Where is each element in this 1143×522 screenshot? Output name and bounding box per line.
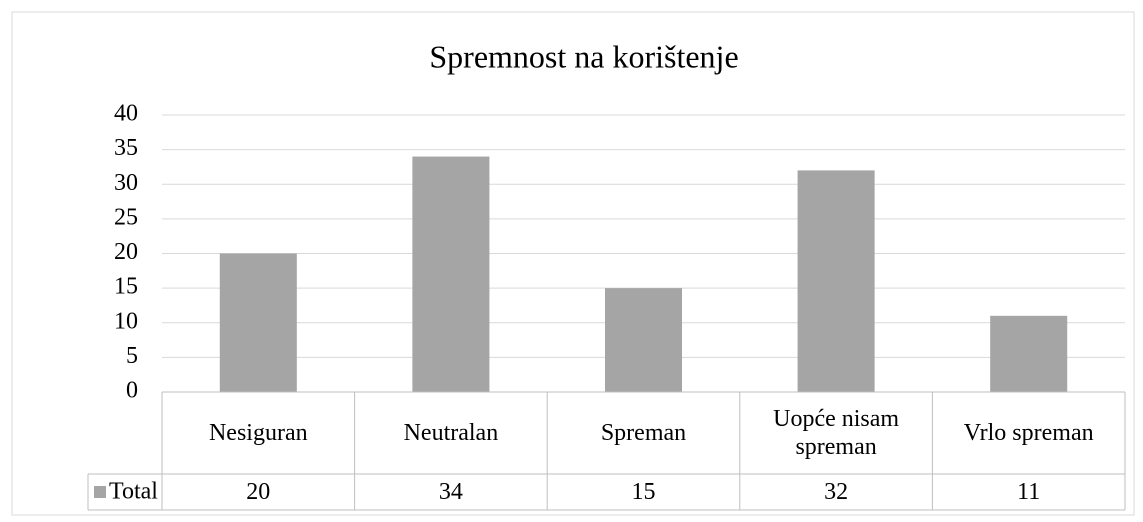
bar (990, 315, 1068, 392)
y-tick-label: 15 (114, 274, 138, 300)
y-tick-label: 0 (126, 378, 138, 404)
table-value: 32 (824, 479, 849, 505)
legend-swatch (94, 486, 106, 498)
x-tick-label: Neutralan (403, 420, 499, 446)
legend-label: Total (109, 479, 158, 505)
x-tick-label: Nesiguran (208, 420, 308, 446)
table-value: 11 (1017, 479, 1041, 505)
table-value: 15 (631, 479, 656, 505)
bar (412, 156, 490, 392)
x-tick-label: Vrlo spreman (963, 420, 1094, 446)
x-tick-label: Spreman (600, 420, 687, 446)
y-tick-label: 30 (114, 170, 138, 196)
bar (797, 170, 875, 392)
bar (219, 253, 297, 392)
y-tick-label: 35 (114, 135, 138, 161)
chart-title: Spremnost na korištenje (429, 38, 738, 74)
bar (604, 288, 683, 392)
y-tick-label: 20 (114, 239, 138, 265)
y-tick-label: 5 (126, 343, 138, 369)
y-tick-label: 25 (114, 204, 138, 230)
y-tick-label: 40 (114, 101, 138, 127)
y-tick-label: 10 (114, 308, 138, 334)
table-value: 34 (438, 479, 463, 505)
x-tick-label: Uopće nisam spreman (773, 406, 900, 460)
table-value: 20 (246, 479, 271, 505)
chart-border (11, 11, 1135, 516)
